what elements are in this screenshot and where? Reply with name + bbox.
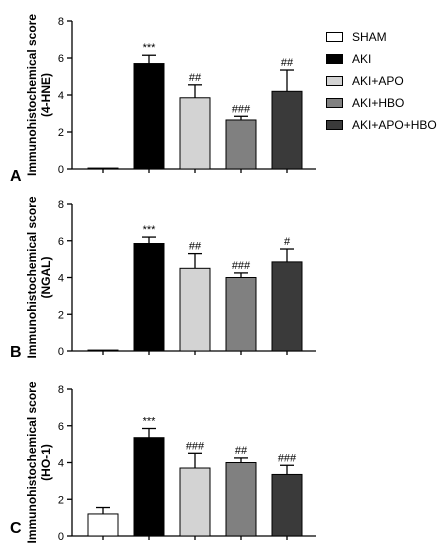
legend-item-aki-apo-hbo: AKI+APO+HBO: [326, 114, 437, 136]
y-tick-label-b-2: 2: [58, 309, 64, 321]
legend-item-aki-hbo: AKI+HBO: [326, 92, 437, 114]
legend-item-aki: AKI: [326, 48, 437, 70]
y-axis-subtitle-c: (HO-1): [39, 444, 53, 481]
bar-a-aki-hbo: [225, 119, 257, 170]
legend-label-aki: AKI: [352, 52, 372, 66]
legend-label-aki-hbo: AKI+HBO: [352, 96, 405, 110]
legend-item-aki-apo: AKI+APO: [326, 70, 437, 92]
legend: SHAM AKI AKI+APO AKI+HBO AKI+APO+HBO: [326, 26, 437, 136]
bar-a-aki: [133, 63, 165, 170]
y-tick-label-b-8: 8: [58, 199, 64, 211]
legend-swatch-aki: [326, 54, 343, 64]
legend-item-sham: SHAM: [326, 26, 437, 48]
significance-label-b-aki-apo-hbo: #: [284, 236, 291, 248]
y-tick-label-a-4: 4: [58, 90, 64, 102]
significance-label-a-aki-apo-hbo: ##: [281, 57, 294, 69]
bar-b-aki-apo-hbo: [271, 261, 303, 352]
y-axis-title-c: Immunohistochemical score: [25, 381, 39, 543]
legend-label-sham: SHAM: [352, 30, 387, 44]
bar-c-sham: [87, 513, 119, 537]
legend-label-aki-apo-hbo: AKI+APO+HBO: [352, 118, 437, 132]
y-tick-label-c-6: 6: [58, 421, 64, 433]
panel-letter-c: C: [10, 520, 22, 537]
y-tick-label-b-0: 0: [58, 346, 64, 358]
bar-a-aki-apo: [179, 97, 211, 170]
legend-swatch-aki-apo: [326, 76, 343, 86]
bar-b-sham: [87, 349, 119, 352]
bar-a-aki-apo-hbo: [271, 90, 303, 170]
legend-swatch-sham: [326, 32, 343, 42]
bar-b-aki-apo: [179, 267, 211, 352]
bar-c-aki: [133, 437, 165, 537]
bar-c-aki-apo: [179, 467, 211, 537]
y-tick-label-c-0: 0: [58, 531, 64, 543]
significance-label-a-aki: ***: [143, 42, 157, 54]
panel-letter-b: B: [10, 344, 22, 361]
significance-label-a-aki-hbo: ###: [232, 103, 251, 115]
y-axis-title-a: Immunohistochemical score: [25, 14, 39, 176]
significance-label-c-aki-apo-hbo: ###: [278, 452, 297, 464]
y-axis-subtitle-b: (NGAL): [39, 257, 53, 299]
legend-label-aki-apo: AKI+APO: [352, 74, 404, 88]
y-axis-title-b: Immunohistochemical score: [25, 196, 39, 358]
legend-swatch-aki-apo-hbo: [326, 120, 343, 130]
significance-label-b-aki: ***: [143, 224, 157, 236]
significance-label-c-aki-apo: ###: [186, 440, 205, 452]
y-tick-label-a-2: 2: [58, 127, 64, 139]
significance-label-b-aki-apo: ##: [189, 241, 202, 253]
bar-b-aki-hbo: [225, 277, 257, 352]
y-tick-label-c-2: 2: [58, 494, 64, 506]
y-tick-label-b-4: 4: [58, 273, 64, 285]
significance-label-c-aki: ***: [143, 416, 157, 428]
bar-b-aki: [133, 243, 165, 352]
bar-c-aki-apo-hbo: [271, 473, 303, 537]
y-tick-label-a-8: 8: [58, 16, 64, 28]
panel-letter-a: A: [10, 168, 22, 185]
significance-label-c-aki-hbo: ##: [235, 445, 248, 457]
legend-swatch-aki-hbo: [326, 98, 343, 108]
y-axis-subtitle-a: (4-HNE): [39, 73, 53, 117]
y-tick-label-b-6: 6: [58, 236, 64, 248]
y-tick-label-a-6: 6: [58, 53, 64, 65]
y-tick-label-a-0: 0: [58, 164, 64, 176]
significance-label-a-aki-apo: ##: [189, 72, 202, 84]
bar-a-sham: [87, 167, 119, 170]
y-tick-label-c-4: 4: [58, 458, 64, 470]
bar-c-aki-hbo: [225, 462, 257, 537]
significance-label-b-aki-hbo: ###: [232, 260, 251, 272]
y-tick-label-c-8: 8: [58, 384, 64, 396]
